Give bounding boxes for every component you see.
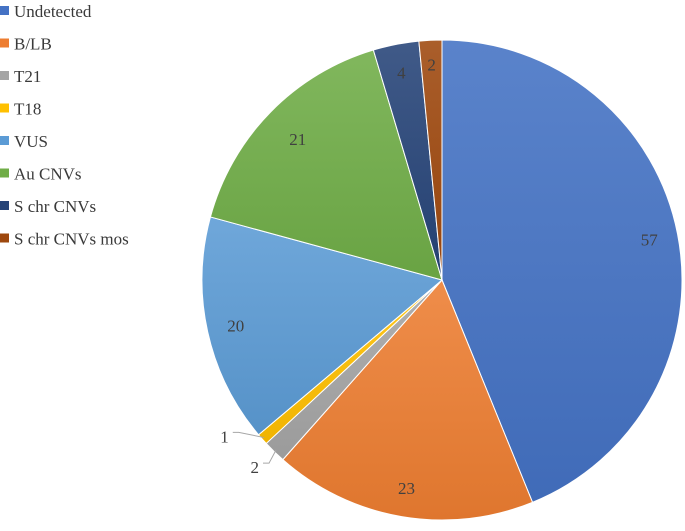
data-label-vus: 20 [227, 317, 244, 336]
legend-swatch-s-chr-cnvs-mos [0, 233, 9, 243]
legend: Undetected B/LB T21 T18 VUS Au CNVs S chr CNVs… [0, 2, 129, 249]
slice-s-chr-cnvs-mos [418, 39, 443, 281]
slice-b-lb [282, 279, 534, 521]
leader-lines [232, 431, 277, 464]
legend-label-s-chr-cnvs-mos: S chr CNVs mos [14, 230, 129, 249]
data-label-undetected: 57 [641, 230, 659, 249]
legend-label-t21: T21 [14, 67, 41, 86]
leader-line-t18 [232, 431, 265, 439]
legend-label-s-chr-cnvs: S chr CNVs [14, 197, 96, 216]
data-label-s-chr-cnvs: 4 [397, 64, 406, 83]
leader-line-t21 [263, 449, 277, 464]
legend-swatch-undetected [0, 6, 9, 15]
slice-undetected [441, 39, 683, 503]
data-label-s-chr-cnvs-mos: 2 [427, 55, 436, 74]
legend-swatch-vus [0, 136, 9, 145]
legend-label-vus: VUS [14, 132, 48, 151]
legend-label-b-lb: B/LB [14, 35, 52, 54]
slice-au-cnvs [209, 49, 443, 281]
pie-slices [201, 39, 683, 521]
data-label-b-lb: 23 [398, 479, 415, 498]
legend-label-t18: T18 [14, 100, 41, 119]
legend-swatch-s-chr-cnvs [0, 201, 9, 210]
legend-swatch-t18 [0, 103, 9, 113]
data-label-t18: 1 [220, 427, 229, 446]
data-label-au-cnvs: 21 [289, 130, 306, 149]
slice-vus [201, 216, 444, 436]
legend-swatch-au-cnvs [0, 168, 9, 178]
legend-label-undetected: Undetected [14, 2, 92, 21]
legend-swatch-t21 [0, 71, 9, 80]
legend-label-au-cnvs: Au CNVs [14, 165, 82, 184]
data-label-t21: 2 [251, 458, 260, 477]
legend-swatch-b-lb [0, 38, 9, 48]
